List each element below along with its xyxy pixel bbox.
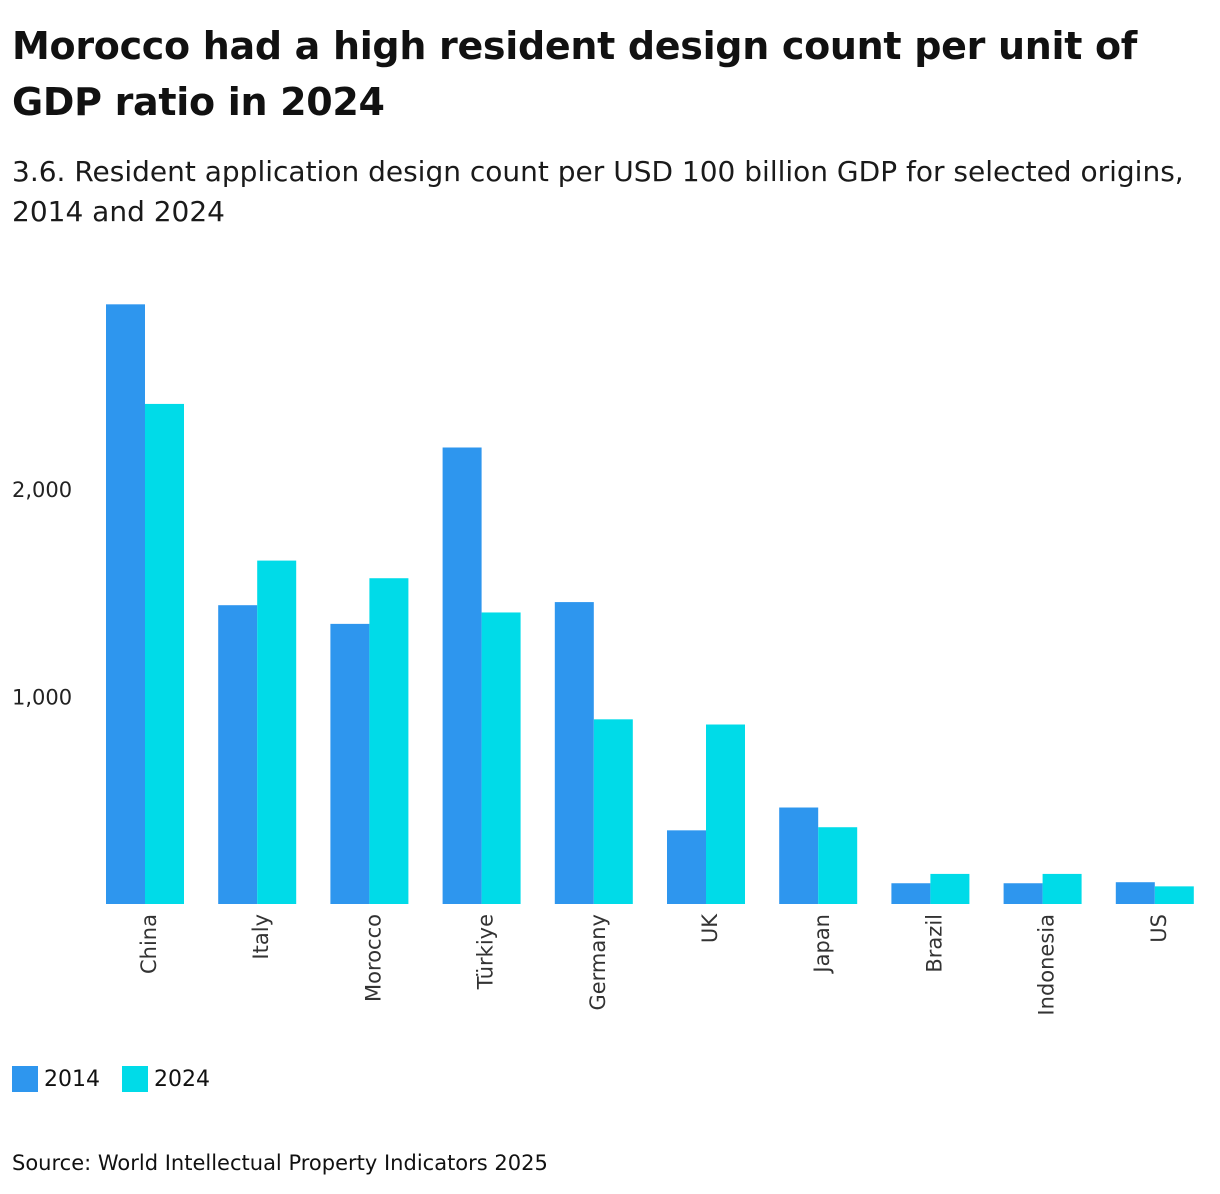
bar-2024-indonesia	[1042, 873, 1082, 904]
legend-label-2014: 2014	[44, 1066, 100, 1092]
x-tick-label: Italy	[249, 914, 273, 960]
x-tick-label: Morocco	[361, 914, 385, 1002]
x-tick-label: Türkiye	[474, 914, 498, 990]
bar-2024-brazil	[930, 873, 970, 904]
bar-2014-us	[1115, 882, 1155, 904]
bar-2014-italy	[218, 605, 258, 904]
x-tick-label: Brazil	[922, 914, 946, 973]
bar-chart: 1,000 2,000 China Italy Morocco Türkiye German…	[12, 304, 1194, 1016]
bar-2014-uk	[667, 830, 706, 904]
legend-label-2024: 2024	[154, 1066, 210, 1092]
chart-subtitle: 3.6. Resident application design count p…	[12, 155, 1184, 228]
legend-item-2014: 2014	[12, 1066, 100, 1092]
y-tick-label: 1,000	[12, 686, 72, 710]
bar-2024-türkiye	[481, 612, 521, 904]
legend-item-2024: 2024	[122, 1066, 210, 1092]
chart-title: Morocco had a high resident design count…	[12, 24, 1138, 124]
x-tick-label: UK	[698, 913, 722, 943]
x-tick-label: US	[1147, 914, 1171, 943]
legend: 2014 2024	[12, 1066, 210, 1092]
source-note: Source: World Intellectual Property Indi…	[12, 1151, 548, 1175]
bar-2014-türkiye	[442, 447, 482, 904]
legend-swatch-2014	[12, 1066, 38, 1092]
bar-2014-china	[106, 304, 145, 904]
x-tick-label: Germany	[586, 914, 610, 1011]
bar-2024-china	[145, 403, 184, 904]
bar-2014-indonesia	[1003, 883, 1043, 904]
y-tick-label: 2,000	[12, 478, 72, 502]
bar-2024-uk	[706, 724, 745, 904]
x-tick-label: Indonesia	[1035, 914, 1059, 1016]
x-tick-label: Japan	[810, 914, 834, 975]
bar-2014-germany	[554, 602, 594, 904]
bar-2024-germany	[593, 719, 633, 904]
bar-2014-japan	[779, 807, 819, 904]
bar-2024-italy	[257, 560, 297, 904]
bar-2014-brazil	[891, 883, 931, 904]
x-tick-label: China	[137, 914, 161, 974]
bar-2024-morocco	[369, 578, 409, 904]
bar-2014-morocco	[330, 623, 370, 904]
legend-swatch-2024	[122, 1066, 148, 1092]
bar-2024-japan	[818, 827, 858, 904]
bar-2024-us	[1154, 886, 1194, 904]
